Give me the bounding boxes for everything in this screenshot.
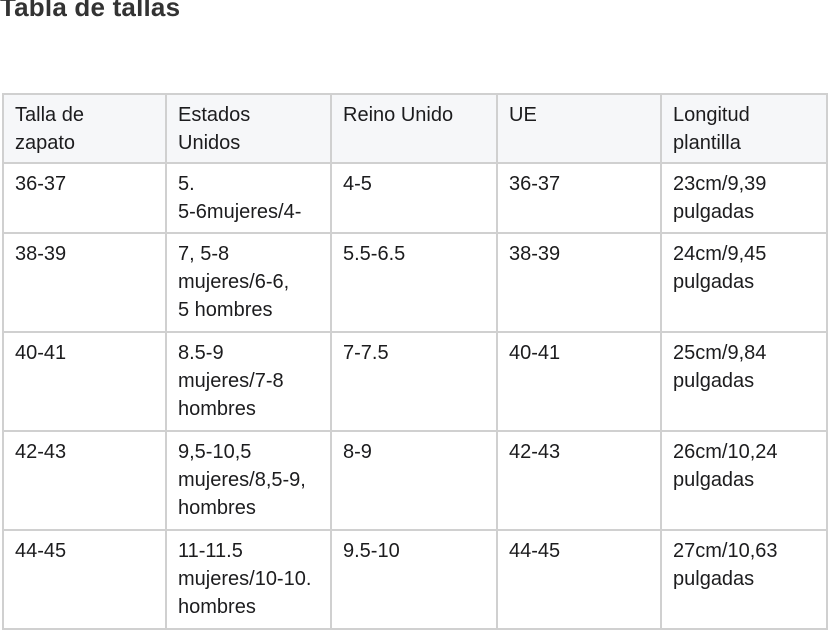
- cell-shoe-size: 38-39: [2, 232, 167, 333]
- cell-uk: 4-5: [330, 162, 498, 234]
- header-cell-us: Estados Unidos: [165, 93, 332, 164]
- cell-us: 7, 5-8 mujeres/6-6, 5 hombres: [165, 232, 332, 333]
- cell-shoe-size: 44-45: [2, 529, 167, 630]
- size-chart-table: Talla de zapato Estados Unidos Reino Uni…: [2, 93, 828, 630]
- header-cell-eu: UE: [496, 93, 662, 164]
- cell-shoe-size: 42-43: [2, 430, 167, 531]
- cell-us: 11-11.5 mujeres/10-10. hombres: [165, 529, 332, 630]
- page-title: Tabla de tallas: [0, 0, 181, 22]
- cell-uk: 9.5-10: [330, 529, 498, 630]
- cell-us: 5. 5-6mujeres/4-: [165, 162, 332, 234]
- cell-insole-length: 26cm/10,24 pulgadas: [660, 430, 828, 531]
- cell-us: 8.5-9 mujeres/7-8 hombres: [165, 331, 332, 432]
- table-row: 36-37 5. 5-6mujeres/4- 4-5 36-37 23cm/9,39 p…: [2, 162, 828, 234]
- cell-us: 9,5-10,5 mujeres/8,5-9, hombres: [165, 430, 332, 531]
- cell-uk: 8-9: [330, 430, 498, 531]
- cell-insole-length: 23cm/9,39 pulgadas: [660, 162, 828, 234]
- header-cell-shoe-size: Talla de zapato: [2, 93, 167, 164]
- header-cell-uk: Reino Unido: [330, 93, 498, 164]
- cell-shoe-size: 40-41: [2, 331, 167, 432]
- cell-eu: 36-37: [496, 162, 662, 234]
- table-row: 44-45 11-11.5 mujeres/10-10. hombres 9.5-1…: [2, 529, 828, 630]
- cell-insole-length: 24cm/9,45 pulgadas: [660, 232, 828, 333]
- table-row: 42-43 9,5-10,5 mujeres/8,5-9, hombres 8-9 4…: [2, 430, 828, 531]
- table-row: 38-39 7, 5-8 mujeres/6-6, 5 hombres 5.5-6.…: [2, 232, 828, 333]
- cell-insole-length: 25cm/9,84 pulgadas: [660, 331, 828, 432]
- table-row: 40-41 8.5-9 mujeres/7-8 hombres 7-7.5 40-41…: [2, 331, 828, 432]
- cell-eu: 44-45: [496, 529, 662, 630]
- cell-uk: 7-7.5: [330, 331, 498, 432]
- table-header-row: Talla de zapato Estados Unidos Reino Uni…: [2, 93, 828, 164]
- cell-uk: 5.5-6.5: [330, 232, 498, 333]
- cell-shoe-size: 36-37: [2, 162, 167, 234]
- header-cell-insole-length: Longitud plantilla: [660, 93, 828, 164]
- cell-insole-length: 27cm/10,63 pulgadas: [660, 529, 828, 630]
- cell-eu: 38-39: [496, 232, 662, 333]
- cell-eu: 40-41: [496, 331, 662, 432]
- cell-eu: 42-43: [496, 430, 662, 531]
